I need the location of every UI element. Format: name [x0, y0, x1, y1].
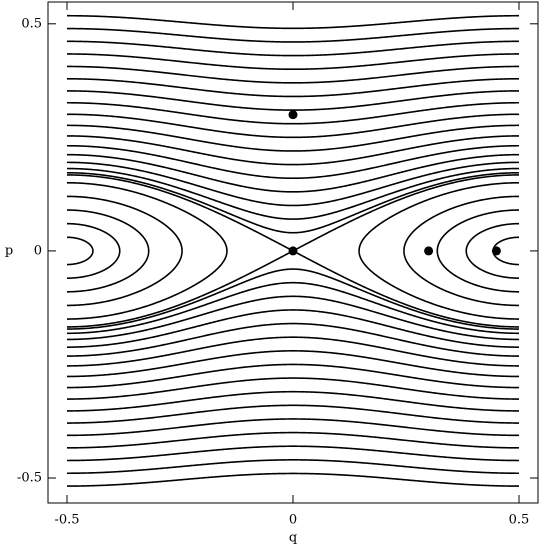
- trajectory: [66, 209, 520, 293]
- trajectory: [66, 113, 520, 389]
- fixed-point: [288, 110, 298, 120]
- trajectory: [66, 167, 520, 335]
- trajectory: [66, 14, 520, 487]
- trajectory: [66, 27, 520, 475]
- trajectory: [66, 90, 520, 412]
- trajectory: [66, 236, 520, 266]
- trajectory: [66, 161, 520, 341]
- trajectory: [66, 53, 520, 449]
- fixed-point: [424, 246, 434, 256]
- fixed-point: [288, 246, 298, 256]
- trajectories: [66, 14, 520, 487]
- trajectory: [66, 124, 520, 378]
- x-tick-label: 0.5: [509, 513, 530, 528]
- trajectory: [66, 40, 520, 462]
- trajectory: [66, 171, 520, 330]
- x-tick-label: 0: [289, 513, 297, 528]
- x-tick-label: -0.5: [54, 513, 79, 528]
- y-tick-label: 0.5: [21, 16, 42, 31]
- trajectory: [66, 101, 520, 400]
- trajectory: [66, 144, 520, 357]
- x-axis-label: q: [289, 531, 297, 545]
- y-tick-label: 0: [34, 243, 42, 258]
- trajectory: [66, 153, 520, 348]
- trajectory: [66, 181, 520, 320]
- y-tick-label: -0.5: [17, 471, 42, 486]
- trajectory: [66, 195, 520, 307]
- fixed-point: [491, 246, 501, 256]
- y-axis-label: p: [5, 244, 13, 259]
- trajectory: [66, 135, 520, 367]
- trajectory: [66, 222, 520, 279]
- trajectory: [66, 77, 520, 424]
- trajectory: [66, 65, 520, 437]
